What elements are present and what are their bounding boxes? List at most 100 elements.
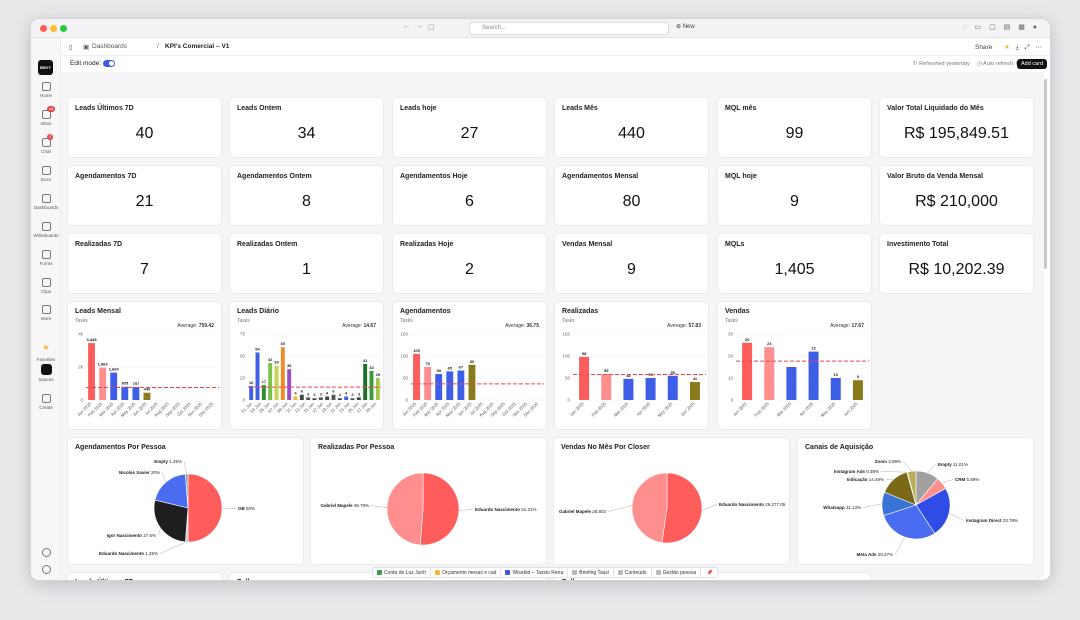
kpi-card[interactable]: Agendamentos Mensal 80 <box>554 165 709 226</box>
sidebar-item-create[interactable]: Create <box>31 394 61 410</box>
kpi-card[interactable]: Agendamentos Hoje 6 <box>392 165 547 226</box>
sidebar-item-chat[interactable]: Chat 2 <box>31 134 61 154</box>
bar-chart-card[interactable]: Realizadas Tasks Average: 57.83 0 50 100 150 98… <box>554 301 709 430</box>
chart-title: Leads Mensal <box>75 308 121 315</box>
sidebar-item-forms[interactable]: Forms <box>31 250 61 266</box>
data-label: 59 <box>436 368 441 373</box>
bar-chart-card[interactable]: Leads Diário Tasks Average: 14.67 0 25 50 75 16… <box>229 301 384 430</box>
sidebar-item-label: Create <box>39 405 53 410</box>
kpi-card[interactable]: Investimento Total R$ 10,202.39 <box>879 233 1034 294</box>
average-label: Average: <box>667 323 688 329</box>
kpi-card[interactable]: Leads hoje 27 <box>392 97 547 158</box>
pie-chart-card[interactable]: Agendamentos Por Pessoa GB 50% Eduardo Nas… <box>67 437 304 565</box>
pie-chart-card[interactable]: Canais de Aquisição Empty 11.01% CRM 5.89%… <box>797 437 1034 565</box>
pie-chart-card[interactable]: Realizadas Por Pessoa Eduardo Nascimento … <box>310 437 547 565</box>
bar <box>88 343 95 400</box>
chart-subtitle: Tasks <box>562 318 575 324</box>
y-tick-label: 20 <box>728 354 734 359</box>
auto-refresh-toggle[interactable]: ◷ Auto refresh: Off <box>977 61 1024 67</box>
kpi-card[interactable]: Realizadas 7D 7 <box>67 233 222 294</box>
data-label: 1,963 <box>98 362 109 367</box>
kpi-value: 40 <box>135 125 154 142</box>
workspace-logo[interactable]: BRVY <box>38 60 53 75</box>
kpi-card[interactable]: Valor Total Liquidado do Mês R$ 195,849.5… <box>879 97 1034 158</box>
sidebar-item-spaces[interactable]: Spaces <box>31 364 61 382</box>
y-tick-label: 50 <box>403 376 409 381</box>
bottom-card[interactable]: Leads Últimos 7D <box>67 572 222 580</box>
minimize-window-button[interactable] <box>50 25 57 32</box>
help-icon[interactable] <box>31 565 61 574</box>
share-button[interactable]: Share <box>974 44 993 51</box>
kpi-card[interactable]: Vendas Mensal 9 <box>554 233 709 294</box>
kpi-card[interactable]: Realizadas Hoje 2 <box>392 233 547 294</box>
chart-average: Average: 14.67 <box>342 323 376 329</box>
kpi-card[interactable]: MQL mês 99 <box>717 97 872 158</box>
doc-tab[interactable]: Briefing Tassi <box>568 568 614 578</box>
scrollbar[interactable] <box>1044 79 1047 269</box>
kpi-card[interactable]: Valor Bruto da Venda Mensal R$ 210,000 <box>879 165 1034 226</box>
sidebar-item-home[interactable]: Home <box>31 82 61 98</box>
bar-chart-card[interactable]: Vendas Tasks Average: 17.67 0 10 20 30 26 24 22 10… <box>717 301 872 430</box>
more-options-icon[interactable]: ⋯ <box>1035 44 1043 51</box>
data-label: 3 <box>307 391 310 396</box>
back-arrow-icon[interactable]: ← <box>403 23 410 30</box>
sidebar-item-favorites[interactable]: ★ Favorites <box>31 337 61 362</box>
x-tick-label: May 2025 <box>820 401 837 418</box>
data-label: 805 <box>121 381 128 386</box>
doc-tab[interactable]: Gestão pessoa <box>652 568 702 578</box>
bar-chart-card[interactable]: Agendamentos Tasks Average: 36.75 0 50 100 150… <box>392 301 547 430</box>
kpi-card[interactable]: Leads Últimos 7D 40 <box>67 97 222 158</box>
slice-label: Whatsapp 11.13% <box>823 505 861 510</box>
sidebar-item-docs[interactable]: Docs <box>31 166 61 182</box>
kpi-card[interactable]: Realizadas Ontem 1 <box>229 233 384 294</box>
close-window-button[interactable] <box>40 25 47 32</box>
kpi-title: Realizadas 7D <box>75 241 123 248</box>
doc-tab[interactable]: Conteúdo <box>614 568 652 578</box>
pin-icon[interactable]: 📌 <box>706 570 713 576</box>
user-add-icon[interactable] <box>31 548 61 557</box>
forms-icon <box>41 250 51 259</box>
kpi-card[interactable]: Leads Mês 440 <box>554 97 709 158</box>
x-tick-label: Jan 2025 <box>732 401 748 417</box>
sidebar-item-clips[interactable]: Clips <box>31 278 61 294</box>
sidebar-item-whiteboards[interactable]: Whiteboards <box>31 222 61 238</box>
data-label: 10 <box>834 372 839 377</box>
bar <box>132 386 140 400</box>
expand-icon[interactable]: ⤢ <box>1024 44 1030 51</box>
add-card-button[interactable]: Add card <box>1016 59 1047 69</box>
bar-chart-card[interactable]: Leads Mensal Tasks Average: 759.42 0 2k 4k 3,4… <box>67 301 222 430</box>
calendar-icon[interactable]: ▢ <box>428 24 435 31</box>
doc-tab[interactable]: Conta de Luz Junh <box>373 568 431 578</box>
pie-slice <box>631 472 668 543</box>
sidebar-item-inbox[interactable]: Inbox 44 <box>31 106 61 126</box>
kpi-card[interactable]: MQLs 1,405 <box>717 233 872 294</box>
star-icon[interactable]: ★ <box>1004 44 1010 51</box>
doc-tab[interactable]: Orçamento mesas e cad <box>431 568 502 578</box>
browser-toolbar-icons[interactable]: ◌ ▭ ▢ ▤ ▦ ● <box>962 24 1040 31</box>
sidebar-item-label: Inbox <box>40 121 52 126</box>
doc-tab-label: Wisebid – Tassio Rena <box>512 570 564 576</box>
forward-arrow-icon[interactable]: → <box>416 23 423 30</box>
new-button[interactable]: ⊕ New <box>676 24 695 30</box>
download-icon[interactable]: ⤓ <box>1015 44 1019 51</box>
sidebar-item-more[interactable]: More <box>31 305 61 321</box>
sidebar-toggle-icon[interactable]: ▯ <box>69 44 73 51</box>
maximize-window-button[interactable] <box>60 25 67 32</box>
bar <box>808 351 819 400</box>
kpi-card[interactable]: MQL hoje 9 <box>717 165 872 226</box>
data-label: 4 <box>326 390 329 395</box>
edit-mode-toggle[interactable] <box>103 60 115 67</box>
kpi-card[interactable]: Agendamentos 7D 21 <box>67 165 222 226</box>
kpi-card[interactable]: Agendamentos Ontem 8 <box>229 165 384 226</box>
doc-tab[interactable]: Wisebid – Tassio Rena <box>501 568 569 578</box>
kpi-card[interactable]: Leads Ontem 34 <box>229 97 384 158</box>
kpi-title: Leads hoje <box>400 105 437 112</box>
page-title[interactable]: KPI's Comercial – V1 <box>165 43 230 50</box>
kpi-value: R$ 10,202.39 <box>908 261 1005 278</box>
breadcrumb-dashboards[interactable]: Dashboards <box>92 43 128 50</box>
refresh-status[interactable]: ↻ Refreshed yesterday <box>913 61 970 67</box>
sidebar-item-dashboards[interactable]: Dashboards <box>31 194 61 210</box>
bar <box>852 380 863 400</box>
pie-chart-card[interactable]: Vendas No Mês Por Closer Eduardo Nascimen… <box>553 437 790 565</box>
browser-search-input[interactable]: Search... <box>469 22 669 35</box>
